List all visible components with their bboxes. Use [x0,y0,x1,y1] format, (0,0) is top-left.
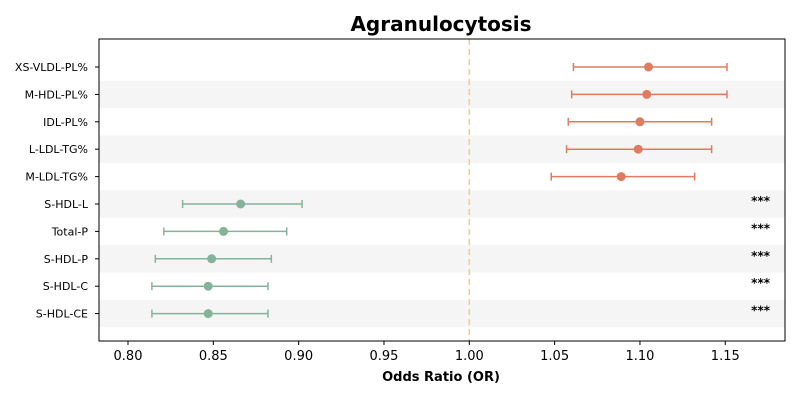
x-tick-label: 1.05 [540,349,569,364]
row-label: L-LDL-TG% [29,143,88,156]
data-rows: XS-VLDL-PL% M-HDL-PL% IDL-PL% L-LDL-TG% M-LD… [15,61,771,321]
or-point [236,199,246,209]
significance-label: *** [751,304,771,318]
forest-row: S-HDL-CE *** [36,304,771,321]
significance-label: *** [751,249,771,263]
or-point [203,309,213,319]
or-point [219,226,229,236]
axes-frame [98,38,786,342]
forest-row: S-HDL-L *** [44,194,770,211]
x-axis-label: Odds Ratio (OR) [382,370,500,385]
x-tick-label: 1.00 [455,349,484,364]
forest-row: S-HDL-P *** [44,249,771,266]
x-tick-label: 1.10 [625,349,654,364]
forest-row: L-LDL-TG% [29,143,713,156]
significance-label: *** [751,276,771,290]
forest-row: Total-P *** [51,221,771,238]
x-tick-label: 0.90 [284,349,313,364]
row-label: S-HDL-L [44,198,89,211]
row-label: S-HDL-P [44,253,89,266]
x-tick-label: 0.85 [199,349,228,364]
row-label: S-HDL-CE [36,308,88,321]
row-label: IDL-PL% [43,116,88,129]
row-label: Total-P [51,225,89,238]
forest-row: XS-VLDL-PL% [15,61,728,74]
or-point [616,172,626,182]
significance-label: *** [751,194,771,208]
row-label: M-HDL-PL% [25,88,88,101]
or-point [203,281,213,291]
forest-row: S-HDL-C *** [43,276,771,293]
x-tick-label: 1.15 [711,349,740,364]
forest-row: IDL-PL% [43,116,713,129]
significance-label: *** [751,221,771,235]
row-label: M-LDL-TG% [25,171,88,184]
forest-row: M-HDL-PL% [25,88,728,101]
or-point [642,89,652,99]
forest-row: M-LDL-TG% [25,171,696,184]
row-label: XS-VLDL-PL% [15,61,88,74]
chart-title: Agranulocytosis [350,12,531,36]
x-tick-label: 0.95 [370,349,399,364]
x-axis-ticks: 0.80 0.85 0.90 0.95 1.00 1.05 1.10 1.15 [114,341,740,364]
x-tick-label: 0.80 [114,349,143,364]
row-label: S-HDL-C [43,280,89,293]
or-point [633,144,643,154]
or-point [207,254,217,264]
or-point [635,117,645,127]
or-point [643,62,653,72]
